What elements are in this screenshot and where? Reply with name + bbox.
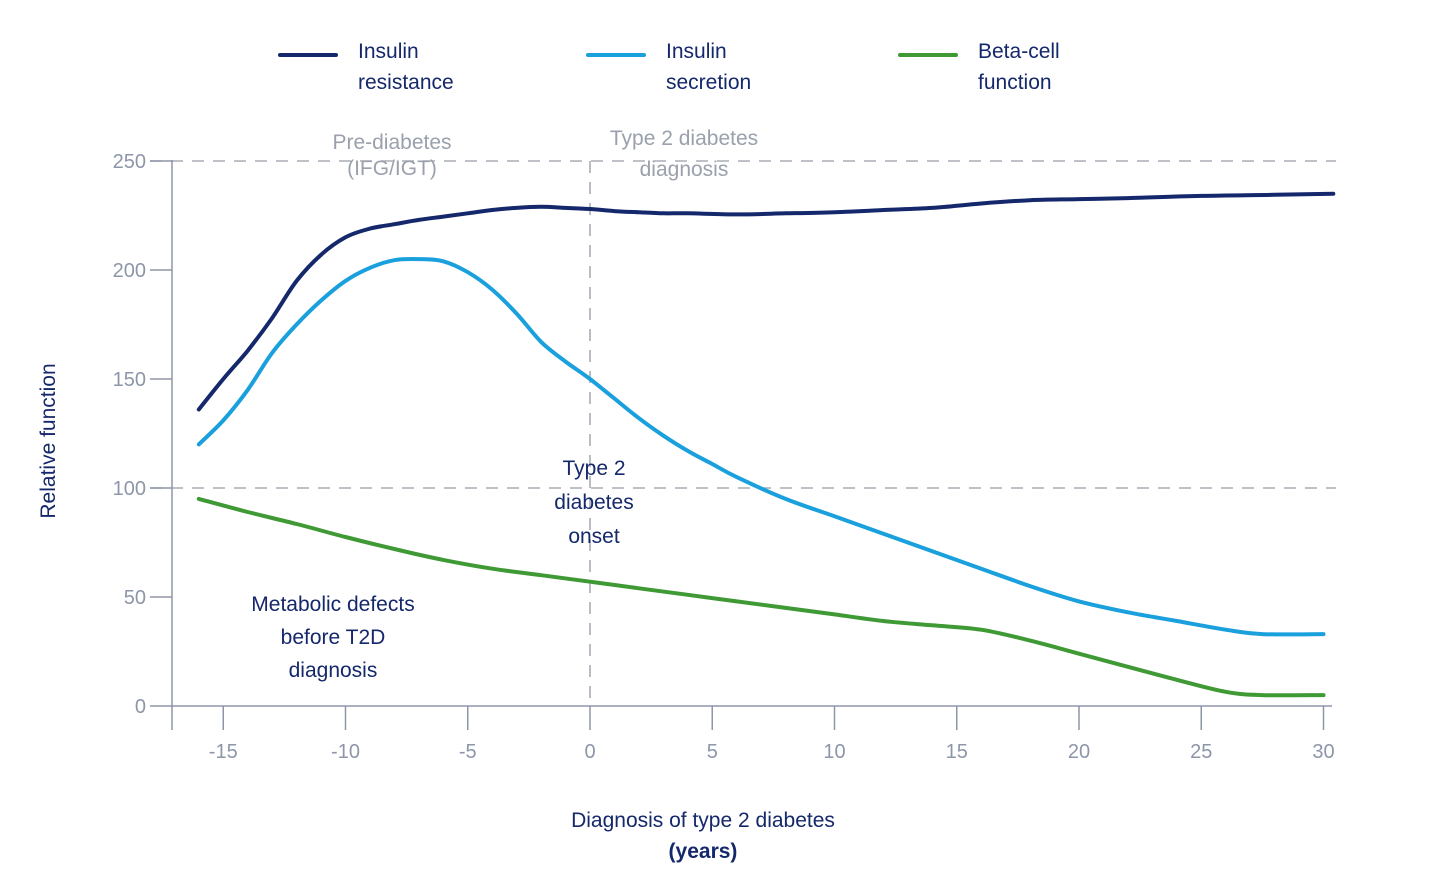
x-tick-label: -15	[209, 741, 238, 763]
x-tick-label: 0	[584, 741, 595, 763]
y-tick-label: 0	[135, 696, 146, 718]
series-line-insulin-secretion	[196, 256, 1326, 637]
annotation-pre-diabetes: Pre-diabetes (IFG/IGT)	[332, 131, 451, 180]
x-tick-label: 15	[946, 741, 968, 763]
x-tick-label: 5	[707, 741, 718, 763]
series-lines	[196, 191, 1336, 698]
x-axis-title: Diagnosis of type 2 diabetes	[571, 809, 835, 832]
x-axis-unit: (years)	[669, 840, 738, 863]
y-axis-title: Relative function	[37, 363, 60, 518]
y-tick-label: 250	[113, 151, 146, 173]
annotations: Pre-diabetes (IFG/IGT) Type 2 diabetes diag…	[251, 127, 758, 682]
x-tick-label: 30	[1312, 741, 1334, 763]
x-tick-label: 25	[1190, 741, 1212, 763]
annotation-t2d-onset: Type 2 diabetes onset	[554, 457, 633, 548]
x-tick-label: 10	[823, 741, 845, 763]
series-line-beta-cell-function	[196, 496, 1326, 698]
legend-item-beta-cell-function: Beta-cell function	[898, 40, 1060, 94]
reference-lines	[150, 160, 1336, 706]
legend-label: Insulin secretion	[666, 40, 751, 94]
x-tick-label: 20	[1068, 741, 1090, 763]
y-tick-label: 150	[113, 369, 146, 391]
x-tick-label: -5	[459, 741, 477, 763]
annotation-metabolic-defects: Metabolic defects before T2D diagnosis	[251, 593, 414, 682]
axes: 0 50 100 150 200 250 -15 -10 -5 0 5 10 15 20 25 30	[113, 151, 1335, 763]
legend-label: Insulin resistance	[358, 40, 454, 94]
legend-label: Beta-cell function	[978, 40, 1060, 94]
legend-item-insulin-secretion: Insulin secretion	[586, 40, 751, 94]
y-tick-label: 50	[124, 587, 146, 609]
y-tick-label: 100	[113, 478, 146, 500]
series-line-insulin-resistance	[196, 191, 1336, 412]
legend: Insulin resistance Insulin secretion Beta-ce…	[278, 40, 1060, 94]
y-tick-label: 200	[113, 260, 146, 282]
annotation-t2d-diagnosis: Type 2 diabetes diagnosis	[610, 127, 758, 181]
legend-item-insulin-resistance: Insulin resistance	[278, 40, 454, 94]
x-tick-label: -10	[331, 741, 360, 763]
